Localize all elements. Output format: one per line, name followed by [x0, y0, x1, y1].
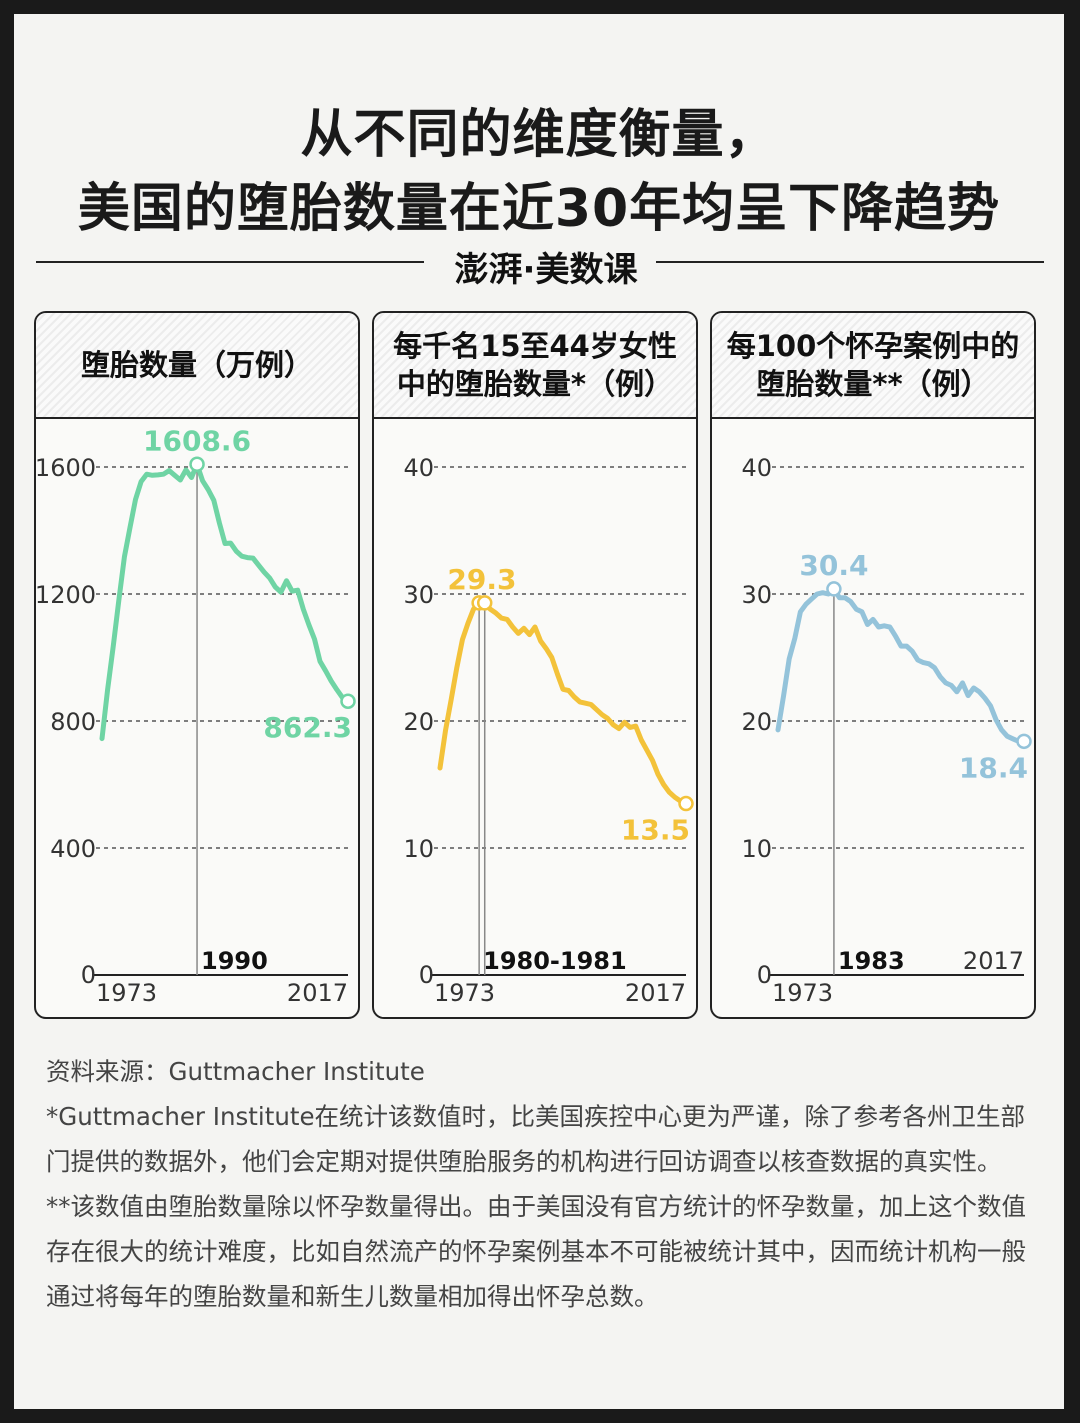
chart-abortion-rate: 0 10 20 30 40 29.3 1980-1981 13.5 1973 2017	[403, 454, 694, 1007]
peak-year-label: 1990	[201, 947, 268, 975]
panel-title-line: 每100个怀孕案例中的	[726, 329, 1020, 363]
panel-abortion-ratio: 每100个怀孕案例中的 堕胎数量**（例） 0 10 20 30 40 30.4 1983 1…	[710, 311, 1036, 1019]
y-tick-label: 20	[741, 708, 772, 736]
x-end-label: 2017	[287, 979, 348, 1007]
y-tick-label: 1600	[36, 454, 96, 482]
divider-right	[656, 261, 1044, 263]
y-tick-label: 1200	[36, 581, 96, 609]
end-value-label: 18.4	[959, 751, 1028, 784]
chart-abortion-count: 0 400 800 1200 1600 1608.6 1990 862.3 1973 2017	[36, 424, 356, 1007]
y-tick-label: 30	[403, 581, 434, 609]
peak-marker	[826, 581, 842, 597]
divider-left	[36, 261, 424, 263]
series-line	[775, 586, 1027, 744]
x-start-label: 1973	[96, 979, 157, 1007]
y-tick-label: 30	[741, 581, 772, 609]
footnote-2: **该数值由堕胎数量除以怀孕数量得出。由于美国没有官方统计的怀孕数量，加上这个数…	[46, 1192, 1026, 1311]
y-tick-label: 0	[81, 961, 96, 989]
y-tick-label: 40	[403, 454, 434, 482]
peak-value-label: 29.3	[447, 563, 516, 596]
panel-header: 每100个怀孕案例中的 堕胎数量**（例）	[712, 313, 1034, 419]
series-line	[99, 461, 351, 742]
end-marker	[678, 795, 694, 812]
brand-logo: 澎湃·美数课	[454, 250, 638, 290]
panel-abortion-count: 堕胎数量（万例） 0 400 800 1200 1600 1608.6 1990 862.3 1…	[34, 311, 360, 1019]
panel-title-line: 每千名15至44岁女性	[393, 329, 677, 363]
x-end-label: 2017	[625, 979, 686, 1007]
end-value-label: 13.5	[621, 814, 690, 847]
footnote-1: *Guttmacher Institute在统计该数值时，比美国疾控中心更为严谨…	[46, 1102, 1026, 1176]
source-note: 资料来源：Guttmacher Institute	[46, 1057, 425, 1086]
footnotes: 资料来源：Guttmacher Institute *Guttmacher In…	[46, 1049, 1036, 1319]
y-tick-label: 10	[403, 835, 434, 863]
y-tick-label: 400	[50, 835, 96, 863]
x-end-label: 2017	[963, 947, 1024, 975]
title-line-1: 从不同的维度衡量，	[300, 105, 778, 165]
title-line-2: 美国的堕胎数量在近30年均呈下降趋势	[77, 179, 1001, 239]
end-marker	[1016, 733, 1032, 750]
infographic-card: 从不同的维度衡量， 美国的堕胎数量在近30年均呈下降趋势 澎湃·美数课 堕胎数量…	[14, 14, 1064, 1409]
panel-header: 每千名15至44岁女性 中的堕胎数量*（例）	[374, 313, 696, 419]
end-marker	[340, 693, 356, 709]
y-tick-label: 0	[419, 961, 434, 989]
panel-header: 堕胎数量（万例）	[36, 313, 358, 419]
peak-value-label: 30.4	[799, 549, 868, 582]
end-value-label: 862.3	[263, 711, 352, 744]
series-line	[437, 600, 689, 806]
chart-abortion-ratio: 0 10 20 30 40 30.4 1983 18.4 1973 2017	[741, 454, 1032, 1007]
peak-year-label: 1980-1981	[483, 947, 627, 975]
y-tick-label: 0	[757, 961, 772, 989]
peak-marker	[476, 595, 493, 611]
panel-title-line: 堕胎数量（万例）	[80, 348, 313, 382]
peak-year-label: 1983	[838, 947, 905, 975]
x-start-label: 1973	[434, 979, 495, 1007]
peak-value-label: 1608.6	[143, 424, 251, 457]
panel-title-line: 堕胎数量**（例）	[756, 367, 990, 401]
y-tick-label: 20	[403, 708, 434, 736]
panel-abortion-rate: 每千名15至44岁女性 中的堕胎数量*（例） 0 10 20 30 40 29.3 1980…	[372, 311, 698, 1019]
y-tick-label: 10	[741, 835, 772, 863]
y-tick-label: 800	[50, 708, 96, 736]
peak-marker	[189, 456, 205, 473]
panel-title-line: 中的堕胎数量*（例）	[396, 367, 674, 401]
y-tick-label: 40	[741, 454, 772, 482]
x-start-label: 1973	[772, 979, 833, 1007]
